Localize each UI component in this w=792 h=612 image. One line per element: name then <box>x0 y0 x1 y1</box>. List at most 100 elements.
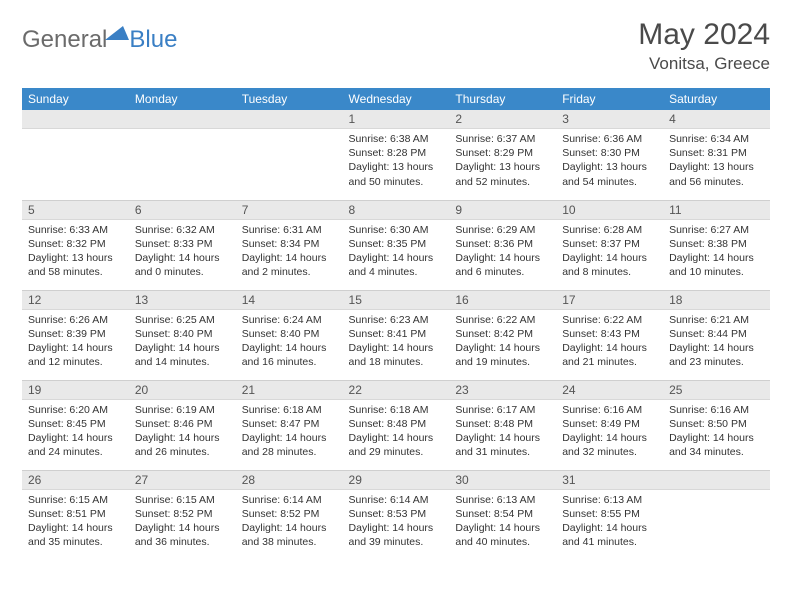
day-number <box>22 110 129 129</box>
sunset-line: Sunset: 8:40 PM <box>135 327 230 341</box>
sunrise-line: Sunrise: 6:15 AM <box>28 493 123 507</box>
weekday-header: Sunday <box>22 88 129 110</box>
day-number: 12 <box>22 291 129 310</box>
daylight-line: Daylight: 14 hours and 19 minutes. <box>455 341 550 369</box>
sunset-line: Sunset: 8:35 PM <box>349 237 444 251</box>
day-details: Sunrise: 6:28 AMSunset: 8:37 PMDaylight:… <box>556 220 663 286</box>
daylight-line: Daylight: 14 hours and 4 minutes. <box>349 251 444 279</box>
sunset-line: Sunset: 8:45 PM <box>28 417 123 431</box>
calendar-day-cell: 15Sunrise: 6:23 AMSunset: 8:41 PMDayligh… <box>343 290 450 380</box>
day-details: Sunrise: 6:22 AMSunset: 8:43 PMDaylight:… <box>556 310 663 376</box>
sunset-line: Sunset: 8:48 PM <box>455 417 550 431</box>
location: Vonitsa, Greece <box>638 54 770 74</box>
daylight-line: Daylight: 14 hours and 2 minutes. <box>242 251 337 279</box>
day-details: Sunrise: 6:19 AMSunset: 8:46 PMDaylight:… <box>129 400 236 466</box>
sunrise-line: Sunrise: 6:24 AM <box>242 313 337 327</box>
daylight-line: Daylight: 14 hours and 24 minutes. <box>28 431 123 459</box>
sunset-line: Sunset: 8:44 PM <box>669 327 764 341</box>
sunset-line: Sunset: 8:28 PM <box>349 146 444 160</box>
day-number: 13 <box>129 291 236 310</box>
sunrise-line: Sunrise: 6:31 AM <box>242 223 337 237</box>
calendar-day-cell: 6Sunrise: 6:32 AMSunset: 8:33 PMDaylight… <box>129 200 236 290</box>
sunrise-line: Sunrise: 6:25 AM <box>135 313 230 327</box>
calendar-week-row: 19Sunrise: 6:20 AMSunset: 8:45 PMDayligh… <box>22 380 770 470</box>
day-number: 9 <box>449 201 556 220</box>
calendar-week-row: 12Sunrise: 6:26 AMSunset: 8:39 PMDayligh… <box>22 290 770 380</box>
weekday-header: Friday <box>556 88 663 110</box>
daylight-line: Daylight: 14 hours and 12 minutes. <box>28 341 123 369</box>
sunset-line: Sunset: 8:29 PM <box>455 146 550 160</box>
sunrise-line: Sunrise: 6:16 AM <box>669 403 764 417</box>
day-details: Sunrise: 6:15 AMSunset: 8:52 PMDaylight:… <box>129 490 236 556</box>
day-details: Sunrise: 6:17 AMSunset: 8:48 PMDaylight:… <box>449 400 556 466</box>
calendar-day-cell: 31Sunrise: 6:13 AMSunset: 8:55 PMDayligh… <box>556 470 663 560</box>
day-details: Sunrise: 6:26 AMSunset: 8:39 PMDaylight:… <box>22 310 129 376</box>
day-details: Sunrise: 6:20 AMSunset: 8:45 PMDaylight:… <box>22 400 129 466</box>
daylight-line: Daylight: 14 hours and 0 minutes. <box>135 251 230 279</box>
sunset-line: Sunset: 8:53 PM <box>349 507 444 521</box>
sunrise-line: Sunrise: 6:38 AM <box>349 132 444 146</box>
sunrise-line: Sunrise: 6:14 AM <box>242 493 337 507</box>
day-number: 15 <box>343 291 450 310</box>
day-details: Sunrise: 6:37 AMSunset: 8:29 PMDaylight:… <box>449 129 556 195</box>
daylight-line: Daylight: 13 hours and 58 minutes. <box>28 251 123 279</box>
sunrise-line: Sunrise: 6:19 AM <box>135 403 230 417</box>
daylight-line: Daylight: 13 hours and 56 minutes. <box>669 160 764 188</box>
day-details: Sunrise: 6:38 AMSunset: 8:28 PMDaylight:… <box>343 129 450 195</box>
daylight-line: Daylight: 13 hours and 52 minutes. <box>455 160 550 188</box>
day-details: Sunrise: 6:18 AMSunset: 8:47 PMDaylight:… <box>236 400 343 466</box>
day-details <box>663 490 770 499</box>
day-number: 8 <box>343 201 450 220</box>
day-number <box>129 110 236 129</box>
sunrise-line: Sunrise: 6:29 AM <box>455 223 550 237</box>
sunset-line: Sunset: 8:49 PM <box>562 417 657 431</box>
calendar-day-cell: 7Sunrise: 6:31 AMSunset: 8:34 PMDaylight… <box>236 200 343 290</box>
sunrise-line: Sunrise: 6:33 AM <box>28 223 123 237</box>
day-number: 30 <box>449 471 556 490</box>
daylight-line: Daylight: 13 hours and 54 minutes. <box>562 160 657 188</box>
calendar-week-row: 1Sunrise: 6:38 AMSunset: 8:28 PMDaylight… <box>22 110 770 200</box>
sunset-line: Sunset: 8:50 PM <box>669 417 764 431</box>
sunset-line: Sunset: 8:55 PM <box>562 507 657 521</box>
day-details: Sunrise: 6:14 AMSunset: 8:52 PMDaylight:… <box>236 490 343 556</box>
day-number <box>236 110 343 129</box>
weekday-header: Monday <box>129 88 236 110</box>
day-number: 31 <box>556 471 663 490</box>
weekday-header: Tuesday <box>236 88 343 110</box>
calendar-day-cell: 12Sunrise: 6:26 AMSunset: 8:39 PMDayligh… <box>22 290 129 380</box>
day-number: 18 <box>663 291 770 310</box>
day-details: Sunrise: 6:36 AMSunset: 8:30 PMDaylight:… <box>556 129 663 195</box>
sunrise-line: Sunrise: 6:13 AM <box>455 493 550 507</box>
calendar-day-cell: 13Sunrise: 6:25 AMSunset: 8:40 PMDayligh… <box>129 290 236 380</box>
header: General Blue May 2024 Vonitsa, Greece <box>22 18 770 74</box>
sunset-line: Sunset: 8:52 PM <box>135 507 230 521</box>
day-number: 28 <box>236 471 343 490</box>
day-details: Sunrise: 6:33 AMSunset: 8:32 PMDaylight:… <box>22 220 129 286</box>
day-number: 21 <box>236 381 343 400</box>
sunset-line: Sunset: 8:40 PM <box>242 327 337 341</box>
sunrise-line: Sunrise: 6:20 AM <box>28 403 123 417</box>
daylight-line: Daylight: 14 hours and 36 minutes. <box>135 521 230 549</box>
day-number: 7 <box>236 201 343 220</box>
day-details: Sunrise: 6:16 AMSunset: 8:50 PMDaylight:… <box>663 400 770 466</box>
calendar-day-cell: 2Sunrise: 6:37 AMSunset: 8:29 PMDaylight… <box>449 110 556 200</box>
weekday-header: Wednesday <box>343 88 450 110</box>
day-details: Sunrise: 6:23 AMSunset: 8:41 PMDaylight:… <box>343 310 450 376</box>
daylight-line: Daylight: 14 hours and 10 minutes. <box>669 251 764 279</box>
sunrise-line: Sunrise: 6:15 AM <box>135 493 230 507</box>
daylight-line: Daylight: 14 hours and 21 minutes. <box>562 341 657 369</box>
logo-text-general: General <box>22 26 107 54</box>
sunset-line: Sunset: 8:41 PM <box>349 327 444 341</box>
day-number: 3 <box>556 110 663 129</box>
day-details: Sunrise: 6:32 AMSunset: 8:33 PMDaylight:… <box>129 220 236 286</box>
logo: General Blue <box>22 24 177 55</box>
sunrise-line: Sunrise: 6:26 AM <box>28 313 123 327</box>
day-number: 20 <box>129 381 236 400</box>
weekday-header: Thursday <box>449 88 556 110</box>
daylight-line: Daylight: 14 hours and 28 minutes. <box>242 431 337 459</box>
calendar-day-cell: 17Sunrise: 6:22 AMSunset: 8:43 PMDayligh… <box>556 290 663 380</box>
sunset-line: Sunset: 8:48 PM <box>349 417 444 431</box>
calendar-day-cell <box>129 110 236 200</box>
sunset-line: Sunset: 8:39 PM <box>28 327 123 341</box>
day-number: 10 <box>556 201 663 220</box>
